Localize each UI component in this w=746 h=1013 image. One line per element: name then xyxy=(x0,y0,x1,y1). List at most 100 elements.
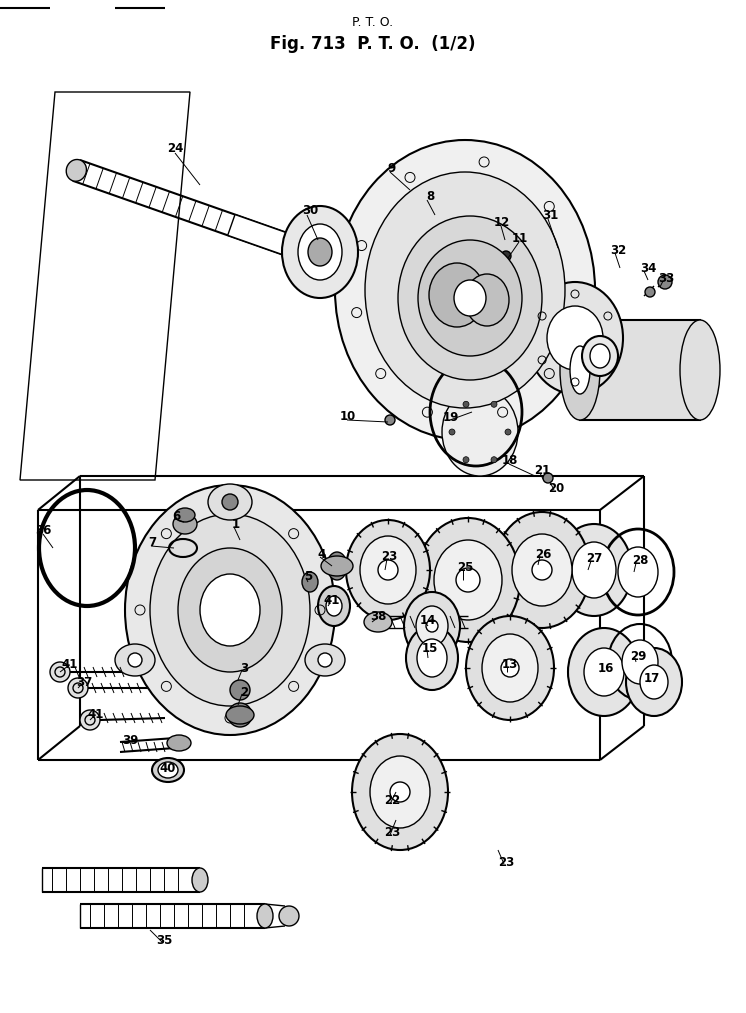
Text: 13: 13 xyxy=(502,657,518,671)
Ellipse shape xyxy=(572,542,616,598)
Ellipse shape xyxy=(364,612,392,632)
Circle shape xyxy=(378,560,398,580)
Ellipse shape xyxy=(308,238,332,266)
Ellipse shape xyxy=(178,548,282,672)
Ellipse shape xyxy=(622,640,658,684)
Ellipse shape xyxy=(494,512,590,628)
Text: 14: 14 xyxy=(420,614,436,626)
Circle shape xyxy=(318,653,332,667)
Ellipse shape xyxy=(618,547,658,597)
Ellipse shape xyxy=(115,644,155,676)
Circle shape xyxy=(128,653,142,667)
Ellipse shape xyxy=(321,556,353,576)
Circle shape xyxy=(463,401,469,407)
Ellipse shape xyxy=(560,320,600,420)
Ellipse shape xyxy=(626,648,682,716)
Ellipse shape xyxy=(465,274,509,326)
Ellipse shape xyxy=(175,508,195,522)
Text: 22: 22 xyxy=(384,793,400,806)
Text: 7: 7 xyxy=(148,536,156,548)
Circle shape xyxy=(390,782,410,802)
Ellipse shape xyxy=(640,665,668,699)
Text: 21: 21 xyxy=(534,464,550,476)
Text: 23: 23 xyxy=(384,826,400,839)
Text: 16: 16 xyxy=(598,661,614,675)
Ellipse shape xyxy=(150,514,310,706)
Circle shape xyxy=(505,428,511,435)
Circle shape xyxy=(463,457,469,463)
Text: 30: 30 xyxy=(302,204,318,217)
Text: 2: 2 xyxy=(240,686,248,699)
Circle shape xyxy=(532,560,552,580)
Ellipse shape xyxy=(454,280,486,316)
Text: 32: 32 xyxy=(610,243,626,256)
Polygon shape xyxy=(228,215,292,255)
Text: 23: 23 xyxy=(381,549,397,562)
Ellipse shape xyxy=(418,240,522,356)
Text: 3: 3 xyxy=(240,661,248,675)
Text: 18: 18 xyxy=(502,454,518,467)
Text: 19: 19 xyxy=(443,410,460,423)
Text: 12: 12 xyxy=(494,216,510,229)
Ellipse shape xyxy=(434,540,502,620)
Text: 37: 37 xyxy=(76,676,92,689)
Circle shape xyxy=(222,494,238,510)
Ellipse shape xyxy=(173,514,197,534)
Ellipse shape xyxy=(406,626,458,690)
Polygon shape xyxy=(20,92,190,480)
Ellipse shape xyxy=(416,606,448,646)
Text: 28: 28 xyxy=(632,553,648,566)
Text: 4: 4 xyxy=(318,547,326,560)
Text: 9: 9 xyxy=(388,161,396,174)
Ellipse shape xyxy=(482,634,538,702)
Ellipse shape xyxy=(370,756,430,828)
Ellipse shape xyxy=(302,572,318,592)
Text: 38: 38 xyxy=(370,610,386,623)
Text: 35: 35 xyxy=(156,934,172,946)
Ellipse shape xyxy=(208,484,252,520)
Text: 39: 39 xyxy=(122,733,138,747)
Ellipse shape xyxy=(590,344,610,368)
Ellipse shape xyxy=(582,336,618,376)
Ellipse shape xyxy=(416,518,520,642)
Circle shape xyxy=(68,678,88,698)
Circle shape xyxy=(491,457,497,463)
Ellipse shape xyxy=(167,735,191,751)
Text: 41: 41 xyxy=(62,657,78,671)
Ellipse shape xyxy=(66,159,87,181)
Ellipse shape xyxy=(417,639,447,677)
Ellipse shape xyxy=(398,216,542,380)
Ellipse shape xyxy=(226,706,254,724)
Circle shape xyxy=(491,401,497,407)
Ellipse shape xyxy=(527,282,623,394)
Ellipse shape xyxy=(326,596,342,616)
Polygon shape xyxy=(580,320,700,420)
Text: 24: 24 xyxy=(167,142,184,155)
Ellipse shape xyxy=(335,140,595,440)
Ellipse shape xyxy=(152,758,184,782)
Text: 15: 15 xyxy=(421,641,438,654)
Ellipse shape xyxy=(556,524,632,616)
Text: 10: 10 xyxy=(340,409,356,422)
Text: 41: 41 xyxy=(324,594,340,607)
Ellipse shape xyxy=(257,904,273,928)
Ellipse shape xyxy=(327,552,347,580)
Circle shape xyxy=(543,473,553,483)
Ellipse shape xyxy=(584,648,624,696)
Circle shape xyxy=(228,703,252,727)
Circle shape xyxy=(501,251,511,261)
Ellipse shape xyxy=(570,346,590,394)
Ellipse shape xyxy=(466,616,554,720)
Circle shape xyxy=(80,710,100,730)
Circle shape xyxy=(658,275,672,289)
Text: 8: 8 xyxy=(426,189,434,203)
Ellipse shape xyxy=(298,224,342,280)
Circle shape xyxy=(456,568,480,592)
Ellipse shape xyxy=(680,320,720,420)
Ellipse shape xyxy=(318,247,335,269)
Text: 29: 29 xyxy=(630,649,646,663)
Ellipse shape xyxy=(200,574,260,646)
Ellipse shape xyxy=(360,536,416,604)
Text: 40: 40 xyxy=(160,762,176,775)
Text: 25: 25 xyxy=(457,560,473,573)
